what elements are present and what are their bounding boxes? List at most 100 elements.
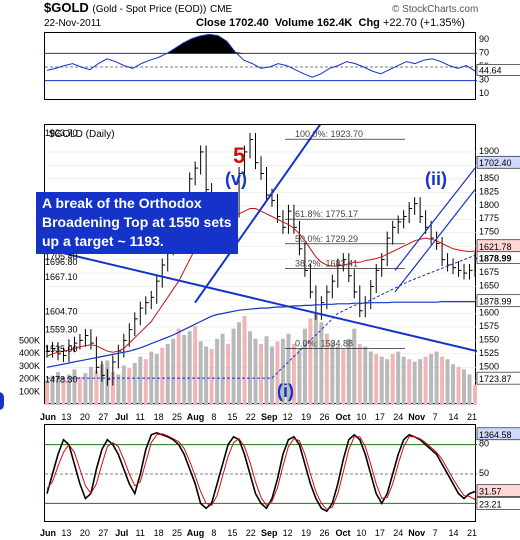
wave-label-ii: (ii) [425,169,447,189]
volume-tick-label: 400K [19,348,40,358]
broadening-top-lower-line [44,247,478,353]
stochastic-x-tick-label: Sep [261,528,278,538]
price-x-tick-label: 17 [375,412,385,422]
volume-bar [226,343,231,405]
volume-bar [198,341,203,405]
price-x-tick-label: 22 [246,412,256,422]
rsi-panel [44,32,477,100]
volume-bar [220,333,225,405]
price-x-tick-label: 21 [467,412,477,422]
volume-bar [308,318,313,405]
volume-bar [286,333,291,405]
stochastic-x-tick-label: Jul [115,528,128,538]
stochastic-x-tick-label: 17 [375,528,385,538]
volume-bar [121,365,126,405]
volume-bar [237,322,242,405]
volume-bar [55,371,60,405]
rsi-line [46,33,476,78]
volume-bar [280,338,285,405]
stochastic-x-tick-label: 8 [211,528,216,538]
volume-label: Volume [274,17,314,29]
symbol: $GOLD [44,0,89,15]
volume-tick-label: 200K [19,374,40,384]
chg-label: Chg [358,17,380,29]
price-x-tick-label: 27 [98,412,108,422]
stochastic-tick-label: 80 [479,439,489,449]
close-label: Close [196,17,226,29]
stochastic-x-tick-label: 15 [227,528,237,538]
volume-bar [110,371,115,405]
exchange: CME [209,4,233,15]
price-axis-box-label: 1723.87 [479,374,512,384]
volume-bar [187,331,192,405]
watermark: © StockCharts.com [392,4,479,15]
volume-bar [209,349,214,405]
price-x-tick-label: 25 [172,412,182,422]
volume-bar [467,374,472,405]
price-x-tick-label: 12 [283,412,293,422]
quote-line: Close 1702.40 Volume 162.4K Chg +22.70 (… [196,17,465,29]
rsi-tick-label: 70 [479,47,489,57]
price-chart-title: $GOLD (Daily) [49,129,115,140]
volume-bar [165,343,170,405]
volume-bar [143,359,148,405]
price-x-tick-label: 18 [154,412,164,422]
stochastic-value-label: 31.57 [479,487,502,497]
price-annotation-label: 1667.10 [45,272,78,282]
volume-bar [45,379,49,405]
volume-bar [401,356,406,405]
volume-bar [330,341,335,405]
volume-bar [434,351,439,405]
price-x-tick-label: 10 [356,412,366,422]
price-x-tick-label: Aug [187,412,205,422]
stochastic-x-tick-label: 24 [393,528,403,538]
price-x-axis: Jun 13 20 27 Jul 11 18 25 Aug 8 15 22 Sep 12 19 26 Oct 10… [40,412,477,422]
price-annotation-label: 1705.40 [45,252,78,262]
volume-tick-label: 500K [19,335,40,345]
stochastic-x-tick-label: 25 [172,528,182,538]
stochastic-value-box [476,497,520,510]
moving-average-line [47,254,476,379]
volume-bar [440,356,445,405]
volume-bar [335,346,340,405]
price-panel: 100.0%: 1923.70 61.8%: 1775.17 50.0%: 1729… [44,102,478,405]
fib-label: 61.8%: 1775.17 [295,209,358,219]
volume-bar [242,315,247,405]
stochastic-x-tick-label: 12 [283,528,293,538]
price-axis-box [476,239,520,253]
volume-bar [297,349,302,405]
price-x-tick-label: Sep [261,412,278,422]
volume-bar [396,351,401,405]
fib-label: 0.0%: 1534.88 [295,339,353,349]
stochastic-panel [44,424,477,522]
volume-bar [357,343,362,405]
stochastic-x-tick-label: 7 [433,528,438,538]
price-axis-box-label: 1702.40 [479,158,512,168]
stochastic-chart [45,431,477,513]
volume-bar [127,368,132,405]
stochastic-k-line [46,431,476,513]
price-annotation-label: 1696.80 [45,257,78,267]
volume-bar [61,378,66,405]
wave-label-v: (v) [225,169,247,189]
price-axis-box-label: 1878.99 [479,253,512,263]
price-annotation-label: 1604.70 [45,307,78,317]
stochastic-x-tick-label: 27 [98,528,108,538]
stochastic-price-label: 1364.58 [479,430,512,440]
symbol-name: (Gold - Spot Price (EOD)) [92,4,207,15]
price-annotation-label: 1923.70 [45,128,78,138]
volume-bar [456,366,461,405]
volume-bar [72,369,77,405]
volume-bar [204,346,209,405]
price-axis-box-label: 1621.78 [479,242,512,252]
volume-bar [313,313,318,405]
price-tick-label: 1550 [479,334,499,344]
volume-bar [390,354,395,405]
volume-bar [423,356,428,405]
volume-tick-label: 300K [19,361,40,371]
stochastic-x-tick-label: 18 [154,528,164,538]
rsi-tick-label: 10 [479,88,489,98]
price-annotation-label: 1559.30 [45,324,78,334]
volume-bar [363,346,368,405]
price-tick-label: 1825 [479,186,499,196]
